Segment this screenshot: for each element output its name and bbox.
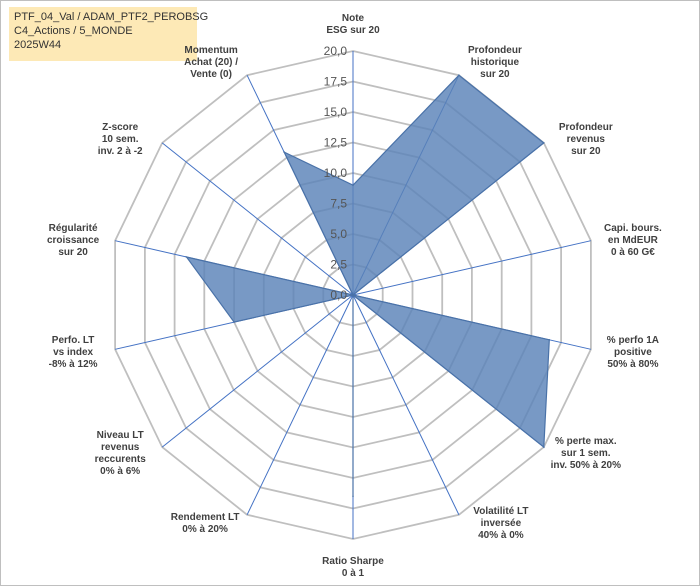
series-layer (185, 74, 551, 498)
axis-label-line: croissance (47, 235, 100, 246)
title-line-2: C4_Actions / 5_MONDE (14, 25, 133, 37)
axis-label-12: Régularité croissance sur 20 (47, 223, 100, 258)
tick-label: 10,0 (324, 166, 348, 180)
axis-label-line: revenus (101, 442, 140, 453)
axis-label-2: Profondeur historique sur 20 (468, 45, 522, 80)
axis-label-line: sur 20 (571, 146, 601, 157)
axis-label-line: -8% à 12% (49, 359, 98, 370)
axis-label-7: Volatilité LT inversée 40% à 0% (473, 506, 528, 541)
axis-label-line: Profondeur (559, 122, 613, 133)
axis-label-line: en MdEUR (608, 235, 659, 246)
axis-label-line: Régularité (49, 223, 98, 234)
axis-spoke-10 (161, 294, 354, 448)
axis-label-line: Z-score (102, 122, 139, 133)
axis-label-line: 0 à 60 G€ (611, 247, 655, 258)
data-point-1 (352, 184, 354, 186)
axis-label-1: Note ESG sur 20 (326, 13, 380, 36)
data-point-3 (543, 142, 545, 144)
axis-label-line: inversée (481, 518, 522, 529)
tick-label: 12,5 (324, 136, 348, 150)
axis-label-line: ESG sur 20 (326, 25, 380, 36)
tick-label: 7,5 (330, 197, 347, 211)
data-point-13 (352, 294, 354, 296)
axis-label-13: Z-score 10 sem. inv. 2 à -2 (98, 122, 143, 157)
axis-label-line: Perfo. LT (52, 335, 95, 346)
axis-label-8: Ratio Sharpe 0 à 1 (322, 556, 384, 579)
tick-label: 20,0 (324, 44, 348, 58)
axis-spoke-13 (161, 142, 354, 296)
axis-label-5: % perfo 1A positive 50% à 80% (607, 335, 659, 370)
axis-label-line: Niveau LT (97, 430, 144, 441)
axis-spoke-7 (352, 294, 460, 516)
axis-label-line: vs index (53, 347, 93, 358)
axis-label-10: Niveau LT revenus reccurents 0% à 6% (95, 430, 147, 477)
axis-label-line: 0% à 20% (182, 524, 228, 535)
axis-spoke-4 (352, 240, 592, 296)
data-point-14 (283, 151, 286, 153)
axis-label-line: % perfo 1A (607, 335, 659, 346)
axis-label-9: Rendement LT 0% à 20% (171, 512, 240, 535)
axis-label-line: sur 1 sem. (561, 448, 611, 459)
axis-label-line: 0 à 1 (342, 568, 365, 579)
axis-label-4: Capi. bours. en MdEUR 0 à 60 G€ (604, 223, 662, 258)
axis-label-line: Ratio Sharpe (322, 556, 384, 567)
axis-label-line: revenus (567, 134, 606, 145)
data-point-5 (548, 339, 551, 341)
axis-label-line: sur 20 (480, 69, 510, 80)
axis-spoke-9 (246, 294, 354, 516)
axis-label-line: Volatilité LT (473, 506, 528, 517)
tick-label: 5,0 (330, 227, 347, 241)
axis-label-line: Note (342, 13, 365, 24)
axis-label-line: Rendement LT (171, 512, 240, 523)
axis-label-14: Momentum Achat (20) / Vente (0) (184, 45, 238, 80)
axis-label-11: Perfo. LT vs index -8% à 12% (49, 335, 98, 370)
data-point-12 (185, 256, 188, 258)
axis-label-line: 10 sem. (102, 134, 139, 145)
title-line-3: 2025W44 (14, 39, 62, 51)
axis-label-line: reccurents (95, 454, 147, 465)
axis-label-line: Capi. bours. (604, 223, 662, 234)
axis-label-line: positive (614, 347, 652, 358)
axis-label-line: inv. 2 à -2 (98, 146, 143, 157)
axis-label-line: inv. 50% à 20% (551, 460, 622, 471)
data-point-6 (543, 446, 545, 448)
axis-label-line: 0% à 6% (100, 466, 140, 477)
tick-label: 0,0 (330, 288, 347, 302)
data-point-8 (352, 495, 354, 498)
axis-label-6: % perte max. sur 1 sem. inv. 50% à 20% (551, 436, 622, 471)
chart-title-box: PTF_04_Val / ADAM_PTF2_PEROBSG C4_Action… (9, 7, 209, 61)
axis-label-3: Profondeur revenus sur 20 (559, 122, 613, 157)
data-point-2 (458, 74, 460, 76)
title-line-1: PTF_04_Val / ADAM_PTF2_PEROBSG (14, 11, 209, 23)
axis-label-line: 50% à 80% (607, 359, 658, 370)
axis-label-line: Profondeur (468, 45, 522, 56)
axis-label-line: % perte max. (555, 436, 617, 447)
tick-label: 2,5 (330, 258, 347, 272)
axis-label-line: sur 20 (58, 247, 88, 258)
tick-label: 17,5 (324, 75, 348, 89)
axis-label-line: Vente (0) (190, 69, 232, 80)
axis-label-line: Achat (20) / (184, 57, 238, 68)
series-area (185, 74, 550, 497)
tick-label: 15,0 (324, 105, 348, 119)
axis-label-line: Momentum (184, 45, 237, 56)
axis-label-line: 40% à 0% (478, 530, 524, 541)
data-point-11 (233, 321, 235, 323)
tick-layer: 0,0 2,5 5,0 7,5 10,0 12,5 15,0 17,5 20,0 (324, 44, 348, 302)
axis-label-line: historique (471, 57, 520, 68)
